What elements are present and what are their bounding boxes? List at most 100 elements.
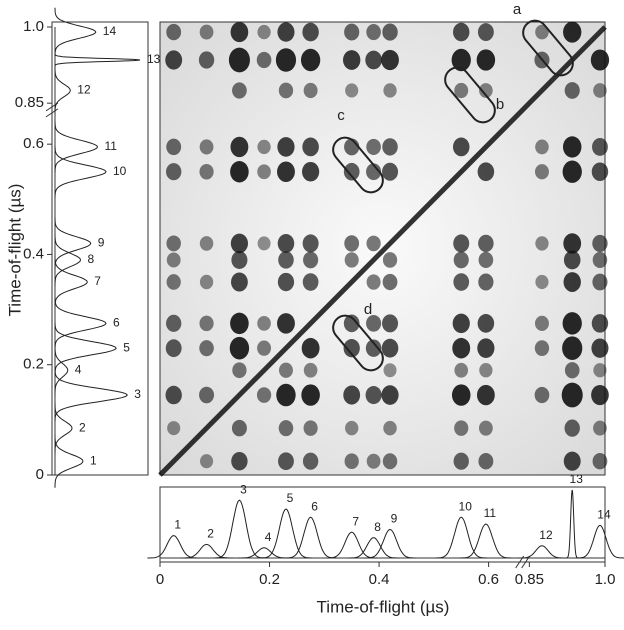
cross-peak <box>276 383 296 407</box>
peak-label: 4 <box>265 530 272 544</box>
cross-peak <box>478 273 494 291</box>
cross-peak <box>256 51 272 69</box>
cross-peak <box>200 454 214 469</box>
peak <box>54 343 69 397</box>
cross-peak <box>343 314 360 333</box>
cross-peak <box>301 384 320 406</box>
peak <box>180 543 233 559</box>
peak <box>54 368 129 422</box>
cross-peak <box>534 340 550 357</box>
cross-peak <box>454 82 469 99</box>
cross-peak <box>199 274 214 290</box>
cross-peak <box>366 235 381 252</box>
cross-peak <box>302 161 320 182</box>
peak-label: 1 <box>174 518 181 532</box>
cross-peak <box>365 50 382 70</box>
peak <box>325 531 378 559</box>
cross-peak <box>303 420 318 436</box>
cross-peak <box>257 340 272 356</box>
cross-peak <box>453 22 470 42</box>
cross-peak <box>165 50 183 70</box>
cross-peak <box>199 24 214 40</box>
diagonal <box>158 25 607 477</box>
cross-peak <box>277 137 295 157</box>
cross-peak <box>454 362 469 378</box>
cross-peak <box>278 452 294 471</box>
y-axis-label: Time-of-flight (µs) <box>5 184 24 317</box>
cross-peak <box>381 49 399 71</box>
cross-peak <box>230 136 249 158</box>
cross-peak <box>366 138 381 156</box>
cross-peak <box>591 338 609 358</box>
cross-peak <box>382 23 398 41</box>
peak-label: 9 <box>391 512 398 526</box>
peak <box>54 66 71 115</box>
cross-peak <box>228 47 250 73</box>
peak-label: 9 <box>98 236 105 250</box>
cross-peak <box>257 164 271 180</box>
peak-label: 10 <box>459 499 473 513</box>
cross-peak <box>166 138 182 156</box>
cross-peak <box>166 23 182 41</box>
cross-peak <box>479 83 493 98</box>
cross-peak <box>383 420 397 436</box>
cross-peak <box>302 452 319 470</box>
peak-label: 14 <box>597 508 611 522</box>
cross-peak <box>230 233 249 254</box>
cross-peak <box>564 362 580 379</box>
cross-peak <box>277 22 295 42</box>
cross-peak <box>231 272 248 292</box>
y-tick-label: 0.85 <box>15 94 44 111</box>
cross-peak <box>366 314 382 332</box>
cross-peak <box>301 337 320 359</box>
cross-peak <box>590 49 610 71</box>
cross-peak <box>453 452 469 470</box>
bottom-panel <box>159 486 606 563</box>
x-axis-label: Time-of-flight (µs) <box>317 597 450 616</box>
cross-peak <box>534 164 549 180</box>
cross-peak <box>564 82 580 99</box>
cross-peak <box>452 313 470 334</box>
peak-label: 11 <box>484 506 497 520</box>
cross-peak <box>452 137 470 157</box>
cross-peak <box>343 338 360 358</box>
cross-peak <box>451 384 471 406</box>
annotation-label: d <box>364 301 372 318</box>
annotations: a b c d <box>332 1 574 372</box>
annotation-label: a <box>513 1 522 18</box>
axis-break <box>45 108 59 118</box>
cross-peak <box>344 453 359 470</box>
cross-peak <box>477 162 495 182</box>
cross-peak <box>382 162 399 181</box>
cross-peak <box>592 251 608 268</box>
cross-peak <box>230 161 249 183</box>
peak <box>54 53 141 67</box>
peak-label: 2 <box>79 420 86 434</box>
cross-peak <box>275 48 297 72</box>
cross-peak <box>564 419 580 437</box>
peak <box>54 217 92 270</box>
peak-label: 6 <box>311 499 318 513</box>
annotation-capsule <box>444 66 496 124</box>
cross-peak <box>167 421 181 436</box>
peak <box>517 545 567 559</box>
cross-peak <box>277 313 295 334</box>
cross-peak <box>344 23 360 41</box>
cross-peak <box>478 234 494 253</box>
peak-label: 4 <box>75 362 82 376</box>
cross-peak <box>199 340 214 357</box>
cross-peak <box>257 236 271 251</box>
cross-peak <box>591 384 609 406</box>
cross-peak <box>257 315 271 331</box>
cross-peak <box>199 139 214 155</box>
cross-peak <box>166 163 182 181</box>
cross-peak <box>383 363 397 378</box>
cross-peak <box>453 273 470 291</box>
cross-peak <box>278 362 293 378</box>
cross-peak <box>592 453 608 470</box>
cross-peak <box>166 252 181 268</box>
cross-peak <box>563 21 582 43</box>
cross-peak <box>593 363 607 378</box>
cross-peak <box>563 272 581 292</box>
